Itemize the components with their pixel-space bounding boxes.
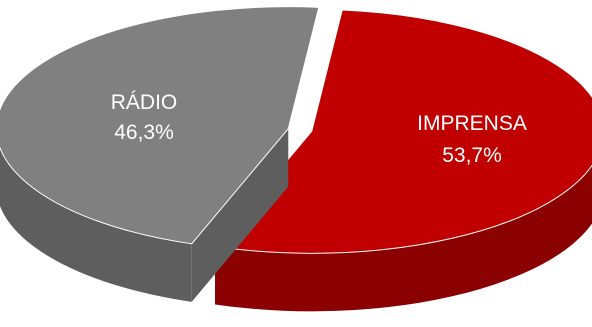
slice-top-radio: [0, 6, 320, 245]
slice-radio: [0, 6, 320, 302]
slice-label-radio-value: 46,3%: [114, 121, 174, 144]
slice-side-radio: [0, 147, 192, 302]
slice-face-radio: [191, 128, 289, 302]
slice-label-radio-name: RÁDIO: [111, 91, 178, 114]
slice-top-imprensa: [214, 9, 592, 254]
slice-side-imprensa: [215, 165, 592, 312]
slices-layer: [0, 6, 592, 312]
slice-label-imprensa-value: 53,7%: [442, 144, 502, 167]
slice-label-imprensa-name: IMPRENSA: [417, 112, 527, 135]
